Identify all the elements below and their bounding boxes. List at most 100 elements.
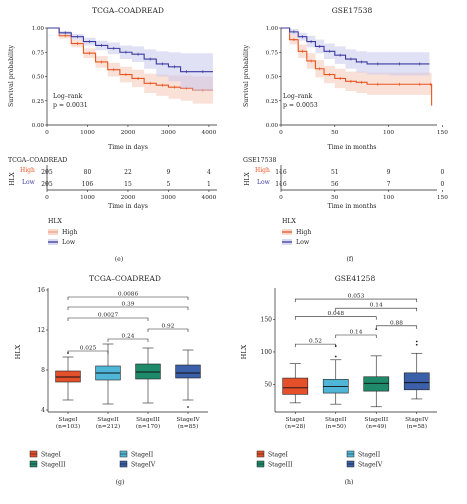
- panel-g-comparison-pvalue: 0.0086: [118, 292, 139, 298]
- panel-f-legend-high: High: [296, 229, 311, 236]
- panel-e-risk-x-tick-label: 4000: [202, 195, 217, 201]
- panel-f-chart: 0.00 0.25 0.50 0.75 1.00 0 50 100 150 116 116 0 51 56…: [266, 26, 448, 201]
- panel-h-legend-label: StageIV: [358, 462, 383, 469]
- panel-h-comparison-bracket: [294, 316, 377, 320]
- panel-e-caption: (e): [115, 256, 124, 263]
- panel-f-risk-count-low: 7: [387, 181, 391, 188]
- panel-e-pvalue: p = 0.0031: [53, 102, 88, 109]
- panel-h-comparison-bracket: [294, 298, 418, 303]
- panel-e-x-tick-label: 1000: [80, 130, 95, 136]
- panel-g-y-tick-label: 12: [37, 327, 45, 334]
- panel-f-xlabel: Time in months: [328, 144, 377, 151]
- panel-h-x-count-label: (n=49): [366, 423, 387, 430]
- panel-h-outlier-point: [375, 328, 378, 331]
- panel-f-y-tick-label: 1.00: [266, 26, 279, 32]
- panel-g-x-count-label: (n=85): [178, 423, 199, 430]
- panel-g-comparison-pvalue: 0.025: [80, 346, 97, 352]
- panel-e-legend-low: Low: [62, 239, 76, 246]
- panel-e-km-line-low: [47, 27, 213, 73]
- panel-e-risk-count-high: 9: [167, 169, 171, 176]
- panel-f-logrank: Log–rank: [283, 93, 313, 100]
- panel-g-comparison-bracket: [67, 306, 189, 310]
- panel-f-risk-x-tick-label: 0: [279, 195, 283, 201]
- panel-h-comparison-pvalue: 0.048: [327, 311, 344, 317]
- panel-h-y-tick-label: 150: [261, 316, 273, 323]
- panel-g-box: [175, 364, 201, 379]
- panel-g-x-tick-label: StageIV: [176, 417, 200, 423]
- panel-e-x-tick-label: 0: [45, 130, 49, 136]
- panel-e-risk-x-tick-label: 1000: [80, 195, 95, 201]
- panel-e-risk-axis-label: HLX: [9, 172, 16, 186]
- panel-h-comparison-pvalue: 0.52: [309, 339, 322, 345]
- panel-f-risk-low-label: Low: [257, 179, 271, 186]
- panel-f-y-tick-label: 0.50: [266, 75, 279, 81]
- panel-f-risk-title: GSE17538: [243, 157, 276, 164]
- panel-e-x-tick-label: 2000: [121, 130, 136, 136]
- panel-e-ylabel: Survival probability: [8, 45, 15, 107]
- panel-e-title: TCGA–COADREAD: [92, 6, 164, 15]
- panel-h-outlier-point: [415, 340, 418, 343]
- panel-h-x-tick-label: StageIV: [405, 417, 429, 423]
- panel-h-comparison-bracket: [375, 325, 418, 329]
- panel-h-comparison-pvalue: 0.053: [348, 294, 365, 300]
- panel-f-title: GSE17538: [332, 6, 373, 15]
- panel-g-x-tick-label: StageI: [58, 417, 77, 423]
- panel-h-comparison-pvalue: 0.14: [370, 303, 383, 309]
- panel-e-y-tick-label: 0.75: [32, 50, 45, 56]
- panel-f-pvalue: p = 0.0053: [283, 102, 318, 109]
- panel-g-comparison-pvalue: 0.39: [122, 302, 135, 308]
- panel-h-x-tick-label: StageI: [286, 417, 305, 423]
- panel-e-risk-xlabel: Time in days: [108, 203, 148, 210]
- panel-g-comparison-bracket: [67, 296, 189, 300]
- panel-f-risk-count-high: 51: [331, 169, 339, 176]
- panel-g-legend-label: StageI: [41, 452, 61, 459]
- panel-f-risk-count-high: 116: [275, 169, 287, 176]
- panel-h-x-count-label: (n=58): [407, 423, 428, 430]
- panel-g-x-count-label: (n=212): [96, 423, 120, 430]
- panel-h-outlier-point: [334, 355, 337, 358]
- panel-g-x-tick-label: StageIII: [136, 417, 160, 423]
- panel-f-risk-x-tick-label: 150: [437, 195, 448, 201]
- panel-e-ci-band-low: [47, 28, 213, 92]
- panel-g-comparison-bracket: [67, 350, 109, 354]
- panel-f-risk-high-label: High: [255, 167, 270, 174]
- panel-g-y-tick-label: 16: [37, 287, 45, 294]
- panel-e-risk-low-label: Low: [22, 179, 36, 186]
- panel-h-y-tick-label: 50: [264, 382, 272, 389]
- panel-e-risk-title: TCGA–COADREAD: [8, 157, 67, 164]
- panel-g-x-count-label: (n=170): [136, 423, 160, 430]
- panel-g-comparison-bracket: [107, 338, 149, 342]
- panel-f-ci-band-high: [281, 28, 432, 121]
- panel-e-risk-count-low: 5: [167, 181, 171, 188]
- panel-e-risk-count-high: 22: [124, 169, 132, 176]
- panel-g-title: TCGA–COADREAD: [89, 274, 161, 283]
- panel-h-box: [403, 372, 430, 391]
- panel-f-risk-count-high: 0: [440, 169, 444, 176]
- panel-g-y-tick-label: 4: [41, 407, 45, 414]
- panel-h-legend-label: StageII: [358, 452, 381, 459]
- panel-e-risk-count-high: 4: [207, 169, 211, 176]
- panel-e-ci-band-high: [47, 28, 213, 104]
- panel-h-comparison-pvalue: 0.88: [390, 320, 403, 326]
- panel-g-comparison-pvalue: 0.92: [162, 324, 175, 330]
- panel-h-y-tick-label: 100: [261, 349, 273, 356]
- panel-g-x-tick-label: StageII: [97, 417, 118, 423]
- panel-f-x-tick-label: 100: [383, 130, 394, 136]
- panel-e-risk-x-tick-label: 3000: [161, 195, 176, 201]
- panel-h-x-count-label: (n=28): [285, 423, 306, 430]
- panel-e-risk-high-label: High: [20, 167, 35, 174]
- panel-g-caption: (g): [116, 479, 125, 486]
- panel-g-comparison-bracket: [147, 328, 189, 332]
- panel-f-risk-x-tick-label: 100: [383, 195, 394, 201]
- panel-g-box: [135, 363, 161, 380]
- panel-g-ylabel: HLX: [14, 344, 22, 359]
- panel-h-comparison-bracket: [335, 307, 418, 312]
- panel-h-legend-label: StageIII: [268, 462, 293, 469]
- panel-f-caption: (f): [346, 256, 353, 263]
- panel-f-x-tick-label: 150: [437, 130, 448, 136]
- panel-e-risk-count-low: 295: [41, 181, 53, 188]
- panel-f-strata-title: HLX: [282, 218, 297, 225]
- panel-e-risk-count-low: 106: [82, 181, 94, 188]
- panel-g-legend-label: StageIV: [131, 462, 156, 469]
